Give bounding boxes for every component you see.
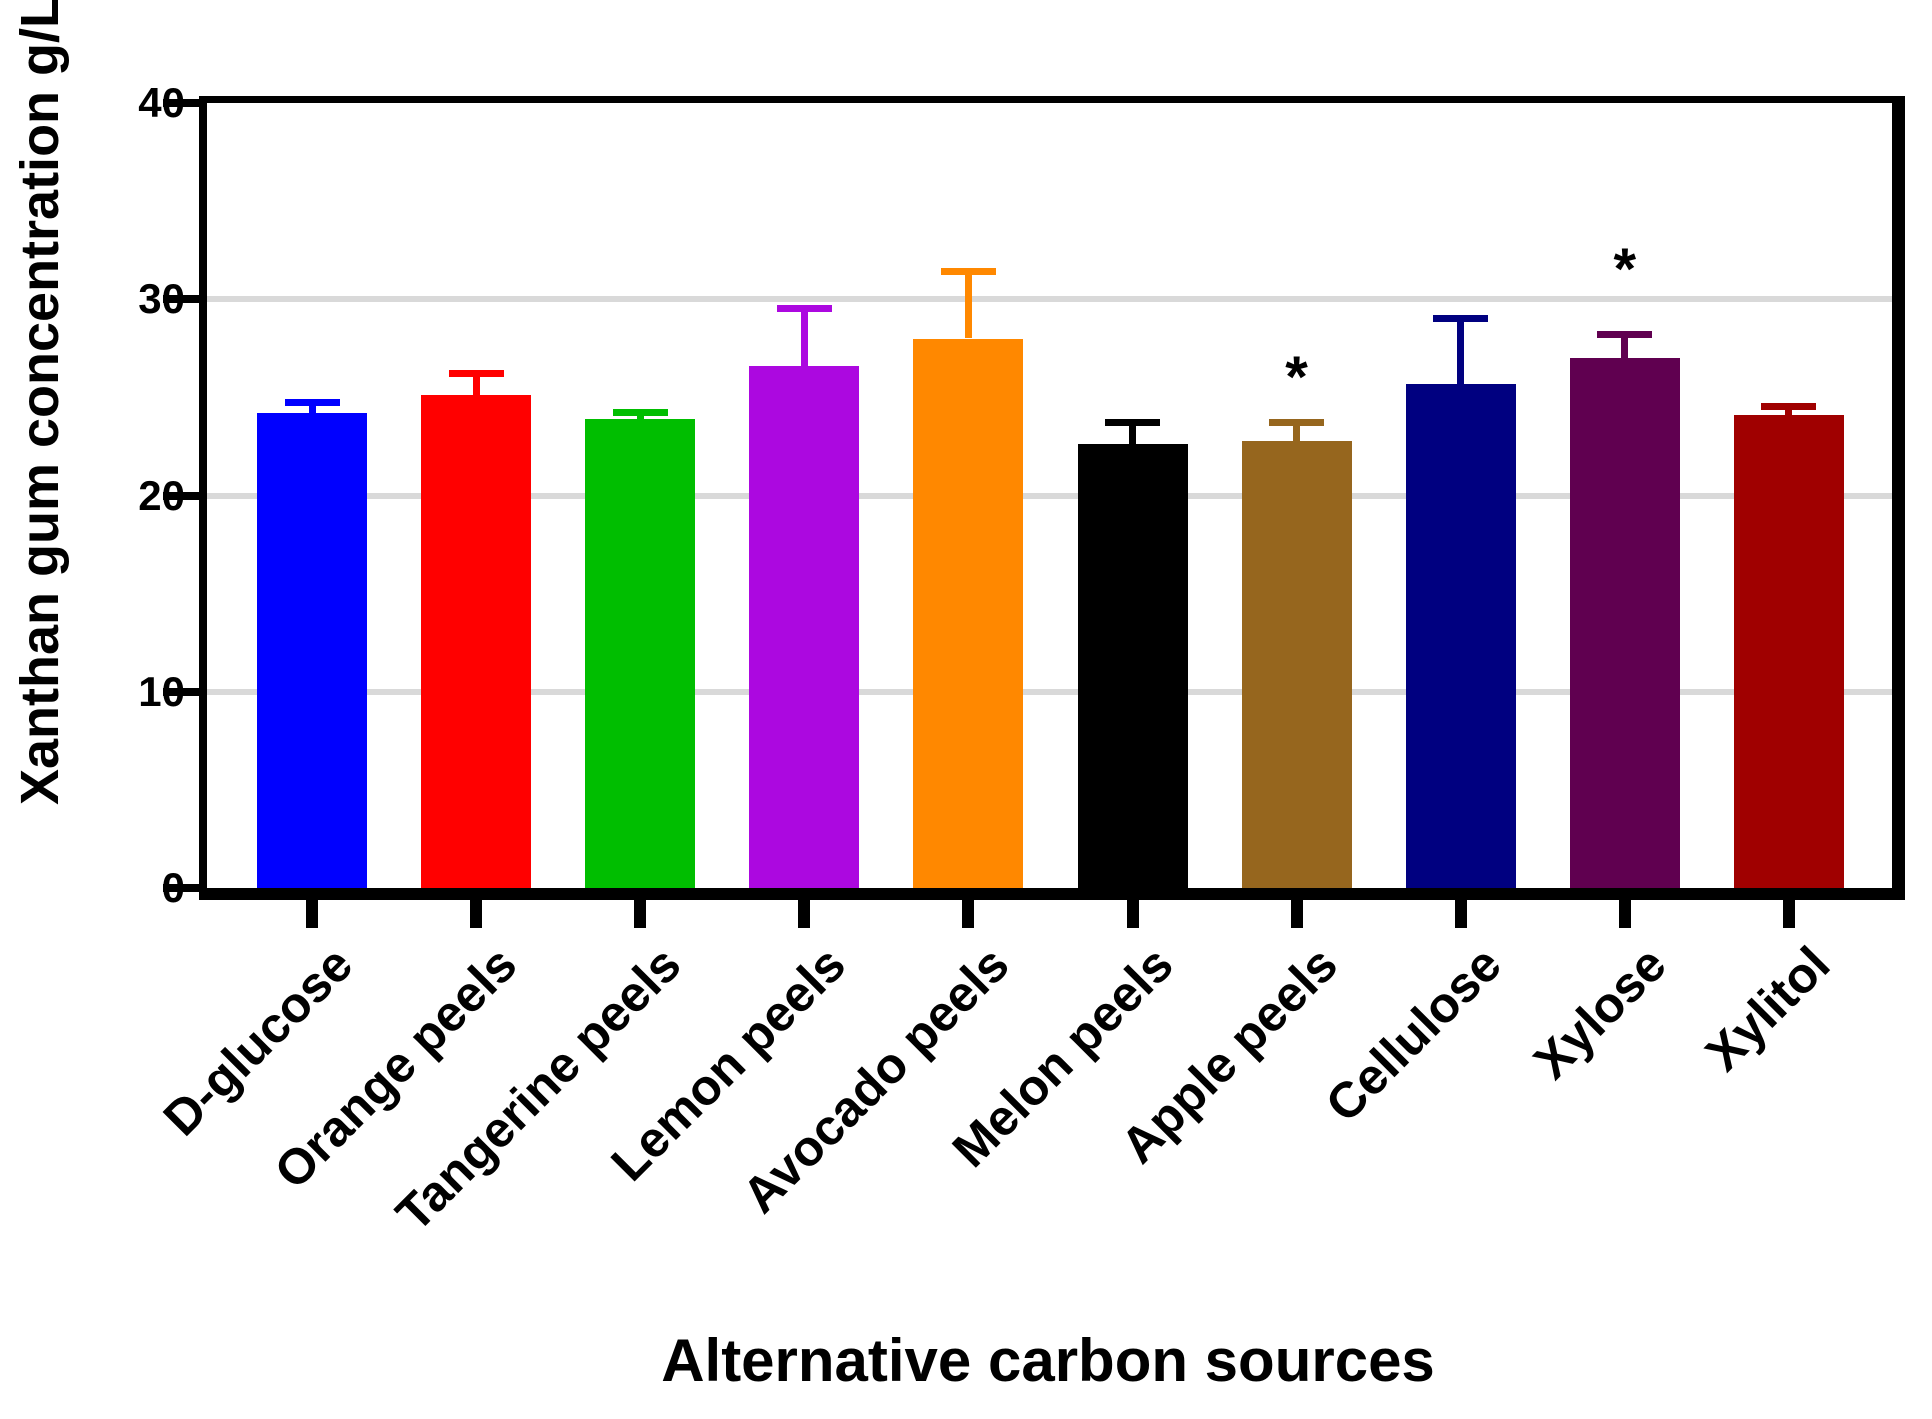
bar-avocado-peels <box>913 338 1024 888</box>
x-tick-tangerine-peels <box>634 900 647 928</box>
x-tick-cellulose <box>1454 900 1467 928</box>
y-tick-label-30: 30 <box>138 275 185 323</box>
plot-area <box>199 96 1905 900</box>
error-bar-stem-apple-peels <box>1293 418 1301 441</box>
x-tick-label-xylitol: Xylitol <box>1694 935 1841 1082</box>
error-bar-cap-xylose <box>1597 330 1653 338</box>
error-bar-stem-avocado-peels <box>964 267 972 339</box>
y-axis-title: Xanthan gum concentration g/L <box>10 0 70 806</box>
error-bar-cap-xylitol <box>1761 403 1817 411</box>
error-bar-cap-lemon-peels <box>776 305 832 313</box>
gridline-30 <box>207 296 1892 303</box>
bar-xylitol <box>1733 415 1844 888</box>
significance-asterisk-apple-peels: * <box>1285 344 1308 410</box>
y-tick-label-20: 20 <box>138 471 185 519</box>
error-bar-stem-orange-peels <box>472 369 480 396</box>
x-tick-avocado-peels <box>962 900 975 928</box>
x-tick-apple-peels <box>1290 900 1303 928</box>
error-bar-stem-lemon-peels <box>800 305 808 366</box>
bar-xylose <box>1569 358 1680 888</box>
error-bar-stem-melon-peels <box>1129 418 1136 445</box>
y-tick-label-0: 0 <box>161 864 185 911</box>
bar-apple-peels <box>1241 440 1352 888</box>
bar-tangerine-peels <box>585 418 696 888</box>
bar-cellulose <box>1405 383 1516 888</box>
x-tick-label-tangerine-peels: Tangerine peels <box>385 935 692 1243</box>
bar-orange-peels <box>421 395 532 888</box>
error-bar-cap-apple-peels <box>1269 418 1325 426</box>
y-tick-0 <box>163 884 199 892</box>
bar-lemon-peels <box>749 365 860 888</box>
y-tick-10 <box>163 687 199 696</box>
y-tick-label-10: 10 <box>138 667 185 715</box>
error-bar-cap-tangerine-peels <box>612 409 668 417</box>
x-tick-label-xylose: Xylose <box>1522 935 1677 1090</box>
y-tick-40 <box>163 99 199 107</box>
gridline-10 <box>207 688 1892 695</box>
bar-melon-peels <box>1077 444 1188 888</box>
y-tick-20 <box>163 491 199 500</box>
bar-d-glucose <box>257 413 367 888</box>
x-tick-label-cellulose: Cellulose <box>1315 935 1513 1133</box>
y-tick-label-40: 40 <box>138 79 185 126</box>
x-tick-d-glucose <box>306 900 318 928</box>
error-bar-cap-avocado-peels <box>940 267 996 275</box>
y-tick-30 <box>163 295 199 304</box>
plot-inner <box>207 103 1892 888</box>
x-tick-orange-peels <box>470 900 483 928</box>
error-bar-cap-cellulose <box>1433 314 1489 322</box>
x-tick-xylose <box>1618 900 1631 928</box>
x-axis-title: Alternative carbon sources <box>661 1327 1435 1394</box>
x-tick-xylitol <box>1782 900 1795 928</box>
error-bar-cap-d-glucose <box>284 399 340 407</box>
x-tick-melon-peels <box>1126 900 1139 928</box>
gridline-20 <box>207 492 1892 499</box>
error-bar-cap-melon-peels <box>1105 418 1160 426</box>
x-tick-lemon-peels <box>798 900 811 928</box>
error-bar-stem-xylose <box>1621 330 1629 359</box>
error-bar-cap-orange-peels <box>448 369 504 377</box>
significance-asterisk-xylose: * <box>1613 236 1637 302</box>
error-bar-stem-cellulose <box>1457 314 1465 384</box>
